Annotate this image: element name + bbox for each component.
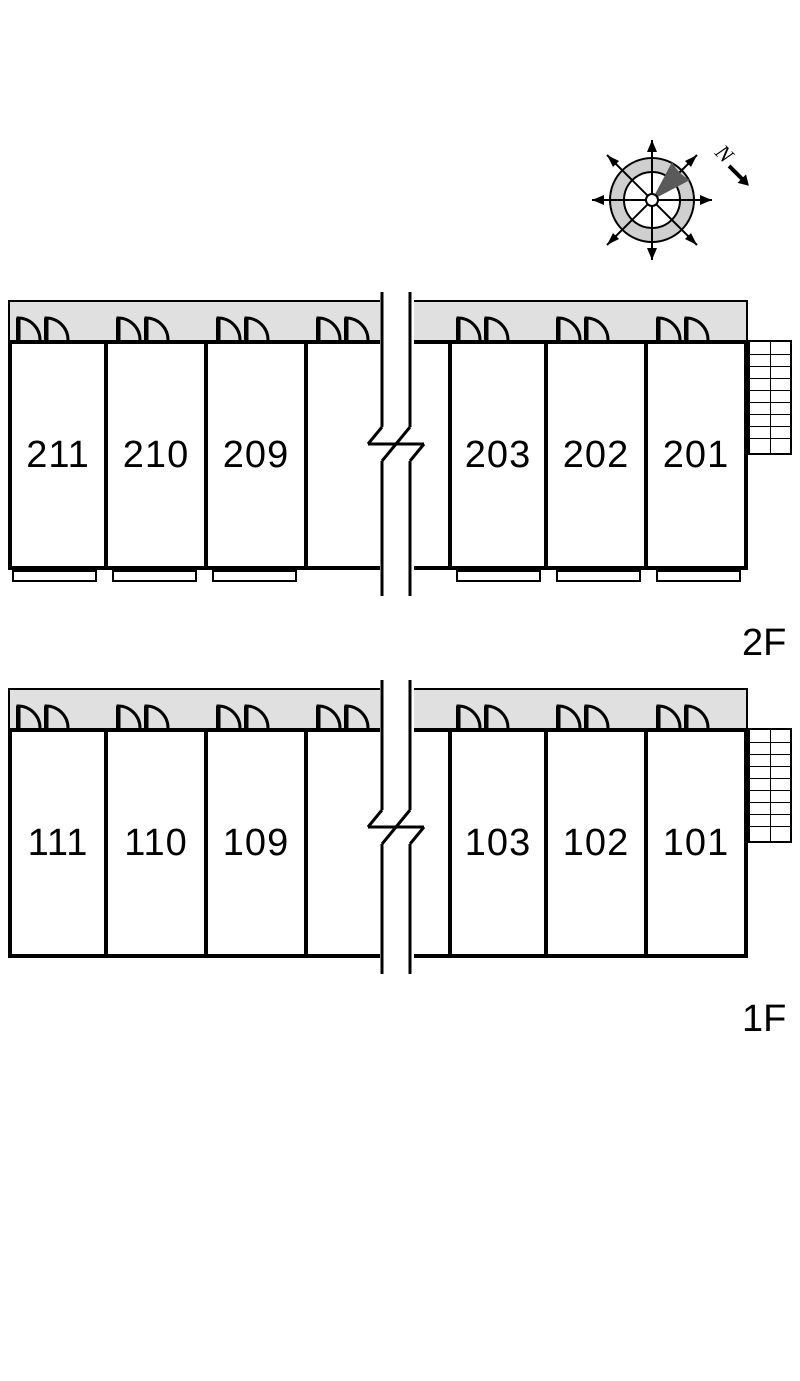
unit-209: 209: [208, 340, 308, 570]
unit-label: 111: [28, 822, 89, 865]
unit-label: 102: [563, 822, 629, 865]
floor-label-2f: 2F: [742, 622, 786, 665]
door-icon: [144, 314, 172, 342]
door-icon: [656, 702, 684, 730]
unit-label: 201: [663, 434, 729, 477]
door-icon: [584, 702, 612, 730]
balcony-2f: [12, 570, 97, 582]
units-left-1f: 111 110 109: [8, 728, 386, 958]
balcony-2f: [556, 570, 641, 582]
door-icon: [44, 702, 72, 730]
floorplan-canvas: N 211 210 209 203 202 201: [0, 0, 800, 1381]
unit-label: 202: [563, 434, 629, 477]
unit-label: 101: [663, 822, 729, 865]
zigzag-break-icon: [364, 680, 428, 974]
unit-111: 111: [8, 728, 108, 958]
door-icon: [584, 314, 612, 342]
unit-210: 210: [108, 340, 208, 570]
unit-201: 201: [648, 340, 748, 570]
svg-text:N: N: [710, 139, 740, 169]
door-icon: [244, 314, 272, 342]
floor-1f: 111 110 109 103 102 101: [8, 688, 792, 978]
unit-label: 110: [124, 822, 188, 865]
door-icon: [116, 314, 144, 342]
door-icon: [16, 314, 44, 342]
door-icon: [116, 702, 144, 730]
door-icon: [316, 702, 344, 730]
door-icon: [44, 314, 72, 342]
door-icon: [684, 702, 712, 730]
balcony-2f: [112, 570, 197, 582]
unit-103: 103: [448, 728, 548, 958]
zigzag-break-icon: [364, 292, 428, 596]
balcony-2f: [212, 570, 297, 582]
door-icon: [656, 314, 684, 342]
unit-211: 211: [8, 340, 108, 570]
balcony-2f: [456, 570, 541, 582]
unit-label: 210: [123, 434, 189, 477]
units-left-2f: 211 210 209: [8, 340, 386, 570]
units-right-1f: 103 102 101: [408, 728, 748, 958]
door-icon: [216, 314, 244, 342]
unit-label: 109: [223, 822, 289, 865]
compass-icon: N: [572, 120, 762, 280]
stairs-2f: [748, 340, 792, 455]
door-icon: [556, 702, 584, 730]
unit-203: 203: [448, 340, 548, 570]
door-icon: [16, 702, 44, 730]
door-icon: [684, 314, 712, 342]
unit-label: 209: [223, 434, 289, 477]
unit-109: 109: [208, 728, 308, 958]
unit-label: 203: [465, 434, 531, 477]
unit-110: 110: [108, 728, 208, 958]
door-icon: [484, 702, 512, 730]
floor-label-1f: 1F: [742, 998, 786, 1041]
door-icon: [216, 702, 244, 730]
door-icon: [316, 314, 344, 342]
door-icon: [144, 702, 172, 730]
units-right-2f: 203 202 201: [408, 340, 748, 570]
unit-101: 101: [648, 728, 748, 958]
door-icon: [556, 314, 584, 342]
door-icon: [484, 314, 512, 342]
door-icon: [456, 314, 484, 342]
unit-label: 211: [26, 434, 90, 477]
unit-102: 102: [548, 728, 648, 958]
floor-2f: 211 210 209 203 202 201: [8, 300, 792, 590]
door-icon: [244, 702, 272, 730]
unit-label: 103: [465, 822, 531, 865]
unit-202: 202: [548, 340, 648, 570]
balcony-2f: [656, 570, 741, 582]
door-icon: [456, 702, 484, 730]
stairs-1f: [748, 728, 792, 843]
